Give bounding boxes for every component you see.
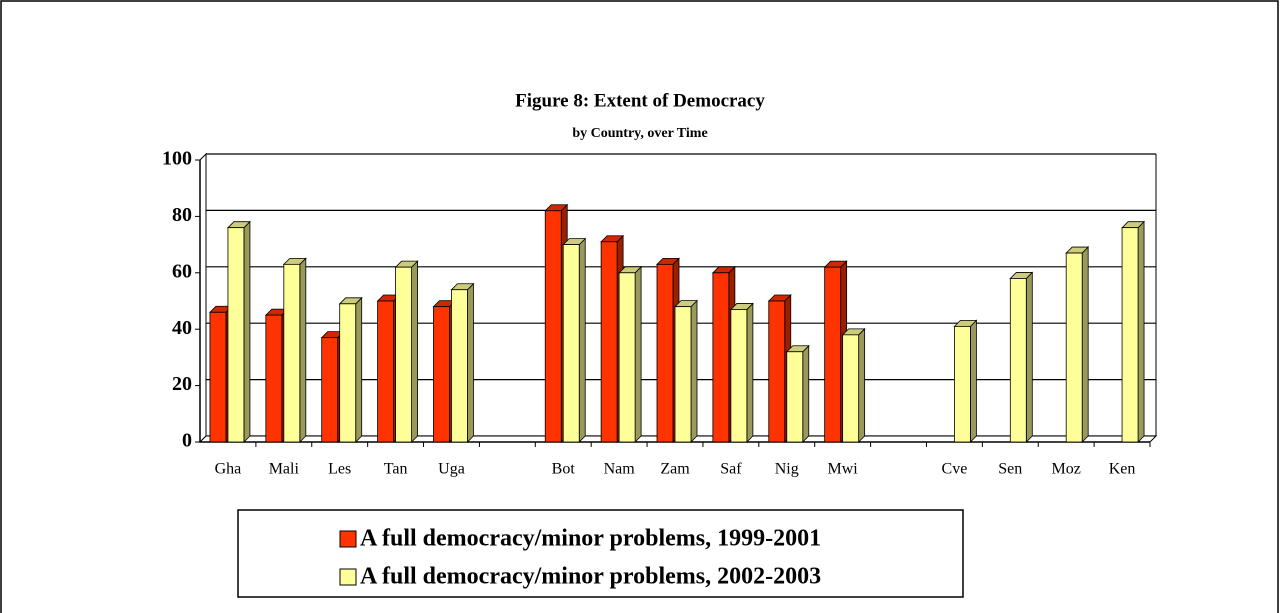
x-tick-label: Les xyxy=(328,461,351,478)
y-tick-label: 20 xyxy=(172,373,192,395)
bar xyxy=(227,227,245,443)
legend xyxy=(237,509,964,598)
bar xyxy=(842,334,860,443)
side-wall xyxy=(199,152,207,444)
bar xyxy=(265,314,283,443)
bar-side xyxy=(634,265,642,443)
x-tick-label: Tan xyxy=(384,461,408,478)
x-tick-label: Nam xyxy=(604,461,636,478)
bar xyxy=(600,241,618,443)
bar-side xyxy=(690,299,698,443)
x-tick-label: Bot xyxy=(552,461,576,478)
bar-side xyxy=(1081,246,1089,443)
bar-side xyxy=(746,302,754,443)
chart-title: Figure 8: Extent of Democracy xyxy=(515,90,765,111)
bar-side xyxy=(858,327,866,443)
legend-swatch xyxy=(339,530,357,548)
bar xyxy=(544,210,562,443)
bar xyxy=(674,306,692,443)
x-tick-label: Nig xyxy=(775,461,799,478)
x-tick-label: Gha xyxy=(215,461,242,478)
legend-swatch xyxy=(339,568,357,586)
legend-label: A full democracy/minor problems, 2002-20… xyxy=(360,564,821,590)
y-tick-label: 0 xyxy=(182,430,192,452)
y-tick-label: 60 xyxy=(172,260,192,282)
bar-side xyxy=(299,257,307,443)
bar xyxy=(562,244,580,443)
bar xyxy=(321,337,339,443)
bar-side xyxy=(578,237,586,443)
bar xyxy=(395,266,412,443)
x-tick-label: Mwi xyxy=(828,461,859,478)
chart-subtitle: by Country, over Time xyxy=(572,126,707,141)
x-tick-label: Saf xyxy=(720,461,742,478)
bar xyxy=(712,272,730,443)
bar xyxy=(786,351,804,443)
bar-side xyxy=(970,319,977,443)
bar xyxy=(656,263,674,443)
x-tick-label: Ken xyxy=(1109,461,1136,478)
bar xyxy=(377,300,394,443)
bar xyxy=(1009,278,1027,443)
bar xyxy=(824,266,842,443)
x-tick-label: Mali xyxy=(269,461,300,478)
x-tick-label: Moz xyxy=(1052,461,1081,478)
bar xyxy=(618,272,636,443)
bar xyxy=(451,289,468,443)
bar xyxy=(1121,227,1139,443)
bar xyxy=(954,325,971,443)
legend-label: A full democracy/minor problems, 1999-20… xyxy=(360,526,821,552)
x-tick-label: Cve xyxy=(942,461,968,478)
bar xyxy=(768,300,786,443)
bar-side xyxy=(411,260,418,443)
bar xyxy=(283,263,301,443)
bar xyxy=(339,303,357,443)
x-tick-label: Zam xyxy=(660,461,690,478)
bar-side xyxy=(243,220,251,443)
bar xyxy=(209,311,227,443)
x-tick-label: Sen xyxy=(998,461,1022,478)
bar xyxy=(433,306,450,443)
bar xyxy=(1065,252,1083,443)
bar-side xyxy=(802,344,810,443)
bar-side xyxy=(355,296,363,443)
y-tick-label: 100 xyxy=(162,148,192,170)
y-tick-label: 80 xyxy=(172,204,192,226)
y-tick-label: 40 xyxy=(172,317,192,339)
bar-side xyxy=(1025,271,1033,443)
bar-side xyxy=(467,282,474,443)
bar-side xyxy=(1137,220,1145,443)
x-tick-label: Uga xyxy=(438,461,465,478)
bar xyxy=(730,309,748,443)
